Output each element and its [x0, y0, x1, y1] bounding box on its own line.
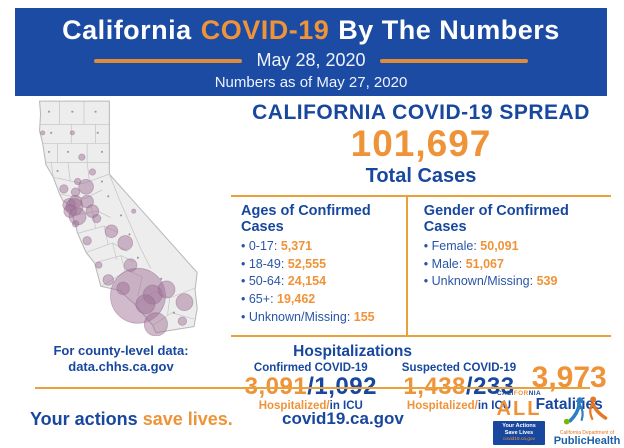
- tagline: Your actions save lives.: [30, 409, 233, 430]
- report-date: May 28, 2020: [256, 50, 366, 70]
- fatalities-label: Fatalities: [535, 396, 603, 414]
- page-title: California COVID-19 By The Numbers: [15, 15, 607, 46]
- confirmed-hosp-section: Confirmed COVID-19 3,091/1,092 Hospitali…: [231, 362, 391, 412]
- ages-section: Ages of Confirmed Cases 0-17: 5,371 18-4…: [231, 197, 406, 335]
- cdph-figures-icon: [563, 396, 608, 425]
- title-covid19: COVID-19: [200, 15, 330, 45]
- title-part-1: California: [62, 15, 192, 45]
- stats-panel: CALIFORNIA COVID-19 SPREAD 101,697 Total…: [231, 101, 611, 414]
- case-bubbles: [40, 130, 194, 337]
- confirmed-sub-label: Hospitalized/in ICU: [258, 399, 363, 412]
- list-item: 65+: 19,462: [241, 291, 402, 309]
- california-map: [38, 100, 198, 337]
- tagline-blue: Your actions: [30, 409, 138, 429]
- cdph-name: PublicHealth: [553, 435, 621, 447]
- date-rule-right: [379, 58, 528, 63]
- list-item: 18-49: 52,555: [241, 256, 402, 274]
- county-center-dots: [47, 110, 175, 314]
- hospitalizations-title: Hospitalizations: [293, 342, 413, 360]
- list-item: Female: 50,091: [424, 238, 607, 256]
- as-of-date: Numbers as of May 27, 2020: [214, 74, 408, 91]
- county-borders: [39, 101, 198, 326]
- map-panel: For county-level data: data.chhs.ca.gov: [16, 99, 226, 385]
- list-item: Unknown/Missing: 539: [424, 273, 607, 291]
- list-item: 0-17: 5,371: [241, 238, 402, 256]
- suspected-label: Suspected COVID-19: [401, 361, 517, 374]
- map-caption: For county-level data: data.chhs.ca.gov: [16, 343, 226, 376]
- demographics-row: Ages of Confirmed Cases 0-17: 5,371 18-4…: [231, 196, 611, 335]
- confirmed-label: Confirmed COVID-19: [253, 361, 368, 374]
- total-cases-label: Total Cases: [365, 164, 477, 187]
- header-banner: California COVID-19 By The Numbers May 2…: [15, 8, 607, 96]
- date-row: May 28, 2020: [15, 50, 607, 71]
- map-caption-url: data.chhs.ca.gov: [68, 359, 174, 375]
- ages-title: Ages of Confirmed Cases: [241, 202, 371, 235]
- suspected-sub-label: Hospitalized/in ICU: [406, 399, 512, 412]
- list-item: 50-64: 24,154: [241, 273, 402, 291]
- cdph-dept-line: California Department of: [559, 430, 615, 436]
- tagline-orange: save lives.: [142, 409, 233, 429]
- date-rule-left: [94, 58, 243, 63]
- california-outline: [38, 100, 198, 334]
- confirmed-values: 3,091/1,092: [244, 372, 377, 400]
- spread-title: CALIFORNIA COVID-19 SPREAD: [252, 101, 590, 124]
- cdph-logo: California Department of PublicHealth: [551, 396, 623, 448]
- map-caption-line1: For county-level data:: [53, 343, 189, 358]
- gender-section: Gender of Confirmed Cases Female: 50,091…: [405, 196, 611, 335]
- site-url: covid19.ca.gov: [282, 409, 404, 428]
- divider-middle: [231, 334, 611, 337]
- california-all-logo: CALIFORNIA ALL Your Actions Save Lives c…: [493, 390, 545, 446]
- divider-bottom: [35, 387, 590, 389]
- suspected-values: 1,438/233: [403, 372, 515, 400]
- title-part-2: By The Numbers: [338, 15, 560, 45]
- list-item: Unknown/Missing: 155: [241, 309, 402, 327]
- list-item: Male: 51,067: [424, 256, 607, 274]
- ages-list: 0-17: 5,371 18-49: 52,555 50-64: 24,154 …: [241, 238, 402, 327]
- divider-top: [231, 194, 611, 197]
- california-all-box: Your Actions Save Lives covid19.ca.gov: [493, 420, 545, 446]
- gender-title: Gender of Confirmed Cases: [423, 202, 569, 235]
- total-cases-value: 101,697: [350, 123, 492, 164]
- california-all-wordmark: CALIFORNIA: [496, 390, 542, 397]
- california-all-text: ALL: [496, 397, 542, 420]
- gender-list: Female: 50,091 Male: 51,067 Unknown/Miss…: [424, 238, 607, 291]
- suspected-hosp-section: Suspected COVID-19 1,438/233 Hospitalize…: [391, 362, 528, 412]
